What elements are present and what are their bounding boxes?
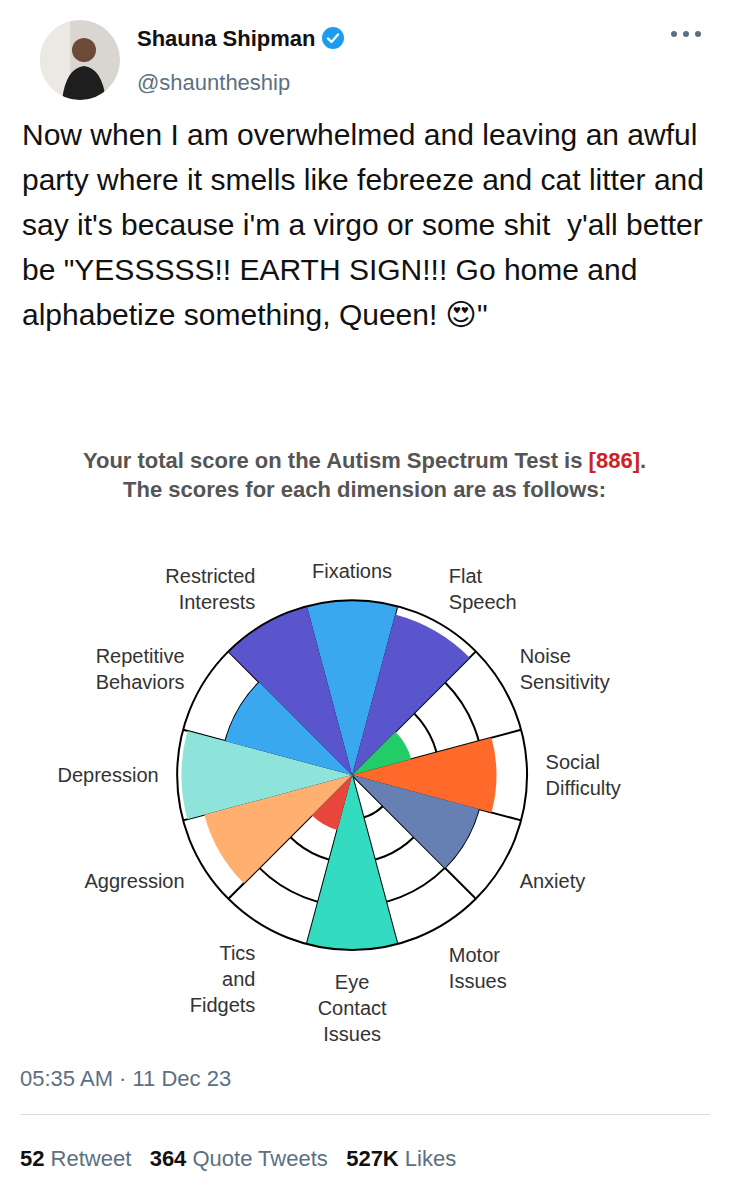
svg-text:EyeContactIssues: EyeContactIssues [318,971,387,1045]
html-text:Shauna Shipman: Shauna Shipman [137,26,316,51]
svg-text:Aggression: Aggression [85,870,185,892]
svg-text:Your total score on the Autism: Your total score on the Autism Spectrum … [83,448,646,502]
svg-text:RepetitiveBehaviors: RepetitiveBehaviors [96,645,185,693]
svg-text:Anxiety: Anxiety [520,870,586,892]
svg-text:RestrictedInterests: RestrictedInterests [165,565,255,613]
svg-text:FlatSpeech: FlatSpeech [449,565,517,613]
html-text:05:35 AM · 11 Dec 23: 05:35 AM · 11 Dec 23 [20,1066,232,1091]
svg-text:NoiseSensitivity: NoiseSensitivity [520,645,610,693]
svg-text:MotorIssues: MotorIssues [449,944,507,992]
svg-text:Fixations: Fixations [312,560,392,582]
svg-text:SocialDifficulty: SocialDifficulty [546,751,621,799]
html-text:52 Retweet 364 Quote Tweets 52: 52 Retweet 364 Quote Tweets 527K Likes [20,1146,457,1171]
svg-text:TicsandFidgets: TicsandFidgets [190,942,256,1016]
svg-text:Depression: Depression [57,764,158,786]
html-text:Now when I am overwhelmed and: Now when I am overwhelmed and leaving an… [22,118,713,331]
html-text:@shauntheship: @shauntheship [137,70,291,95]
